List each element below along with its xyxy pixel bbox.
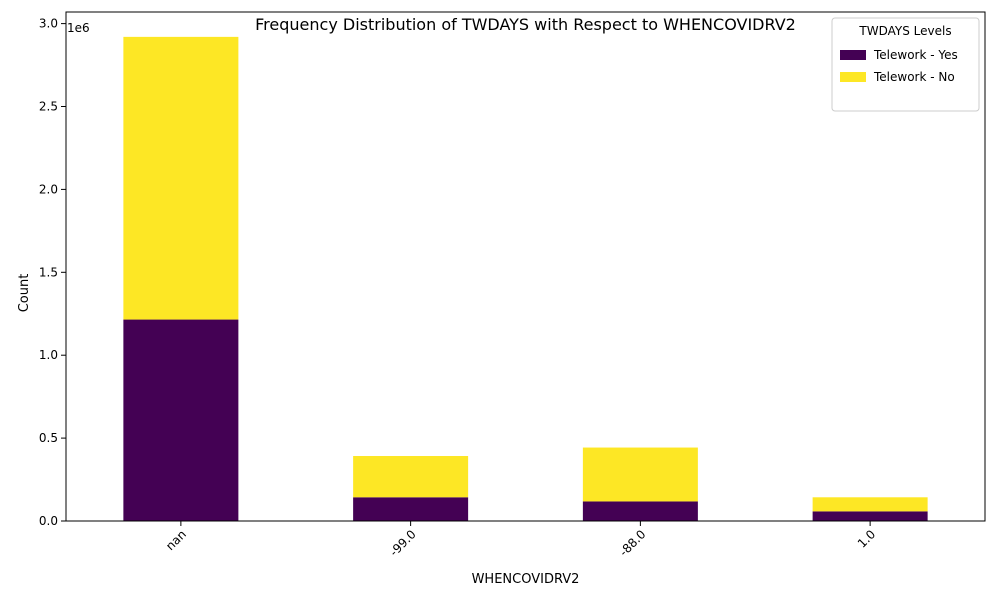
legend-label-no: Telework - No: [873, 70, 955, 84]
bar-no-2: [582, 447, 698, 502]
y-tick-label: 3.0: [39, 17, 58, 31]
y-tick-label: 2.5: [39, 100, 58, 114]
y-offset-label: 1e6: [67, 21, 90, 35]
legend: TWDAYS Levels Telework - Yes Telework - No: [831, 17, 980, 112]
bar-no-0: [123, 36, 239, 320]
y-axis: 0.0 0.5 1.0 1.5 2.0 2.5 3.0: [39, 17, 66, 528]
bar-yes-3: [812, 511, 928, 521]
y-tick-label: 0.0: [39, 514, 58, 528]
legend-swatch-no: [840, 72, 866, 82]
x-tick-label: -88.0: [617, 527, 649, 559]
bar-yes-1: [353, 497, 469, 521]
y-tick-label: 0.5: [39, 431, 58, 445]
legend-title: TWDAYS Levels: [858, 24, 951, 38]
chart-title: Frequency Distribution of TWDAYS with Re…: [255, 15, 796, 34]
y-tick-label: 1.5: [39, 265, 58, 279]
bar-yes-2: [582, 501, 698, 521]
x-tick-label: -99.0: [387, 527, 419, 559]
plot-frame: [65, 11, 986, 522]
bar-yes-0: [123, 319, 239, 521]
legend-label-yes: Telework - Yes: [873, 48, 958, 62]
legend-swatch-yes: [840, 50, 866, 60]
y-tick-label: 1.0: [39, 348, 58, 362]
bar-no-3: [812, 497, 928, 512]
x-axis: nan -99.0 -88.0 1.0: [163, 521, 878, 559]
legend-box: [831, 17, 980, 112]
y-tick-label: 2.0: [39, 182, 58, 196]
x-tick-label: nan: [163, 527, 189, 553]
y-axis-label: Count: [17, 274, 32, 313]
x-tick-label: 1.0: [855, 527, 878, 550]
bar-no-1: [353, 456, 469, 498]
x-axis-label: WHENCOVIDRV2: [472, 572, 580, 587]
plot-area: [123, 36, 928, 521]
